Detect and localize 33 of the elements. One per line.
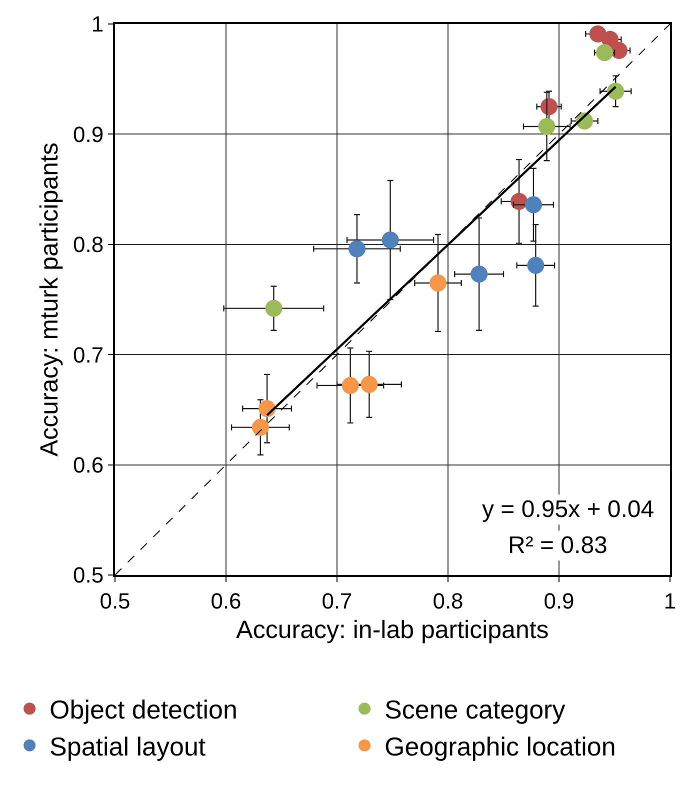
x-axis-title: Accuracy: in-lab participants (236, 616, 549, 644)
annotation: R² = 0.83 (508, 532, 608, 559)
point (348, 240, 366, 258)
legend-label: Object detection (50, 694, 238, 725)
y-tick-label: 0.6 (73, 452, 104, 478)
point (596, 44, 614, 62)
x-tick-label: 1 (664, 588, 676, 614)
y-tick-label: 0.8 (73, 232, 104, 258)
point (524, 196, 542, 214)
x-tick-label: 0.6 (210, 588, 242, 614)
point (610, 42, 628, 59)
point (265, 300, 282, 317)
y-axis-title: Accuracy: mturk participants (35, 142, 64, 456)
point (538, 118, 556, 135)
x-tick-label: 0.8 (432, 588, 464, 614)
x-tick-label: 0.5 (100, 588, 130, 614)
y-tick-label: 0.9 (73, 122, 104, 147)
point (252, 418, 269, 436)
legend-label: Geographic location (384, 732, 616, 762)
annotation: y = 0.95x + 0.04 (482, 496, 654, 523)
x-tick-label: 0.7 (322, 588, 352, 614)
point (342, 376, 359, 394)
x-tick-label: 0.9 (544, 588, 574, 614)
y-tick-label: 0.7 (73, 342, 104, 368)
point (470, 266, 488, 283)
y-tick-label: 0.5 (73, 562, 104, 588)
y-tick-label: 1 (91, 12, 104, 37)
point (360, 376, 378, 393)
point (430, 274, 447, 292)
legend-label: Spatial layout (50, 732, 206, 762)
legend-label: Scene category (384, 694, 566, 725)
point (382, 231, 399, 248)
point (527, 256, 544, 274)
